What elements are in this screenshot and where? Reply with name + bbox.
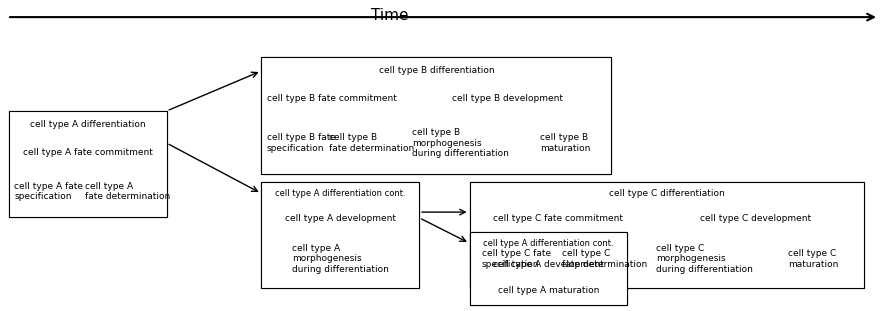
Text: cell type C
maturation: cell type C maturation: [788, 249, 838, 269]
FancyBboxPatch shape: [403, 85, 611, 112]
Text: cell type B development: cell type B development: [452, 94, 563, 103]
Text: cell type C
morphogenesis
during differentiation: cell type C morphogenesis during differe…: [656, 244, 753, 274]
FancyBboxPatch shape: [470, 276, 627, 305]
FancyBboxPatch shape: [9, 166, 89, 217]
FancyBboxPatch shape: [261, 182, 419, 206]
FancyBboxPatch shape: [470, 182, 864, 288]
Text: cell type B fate
specification: cell type B fate specification: [267, 133, 336, 153]
FancyBboxPatch shape: [470, 230, 563, 288]
Text: cell type A maturation: cell type A maturation: [498, 286, 599, 295]
FancyBboxPatch shape: [261, 112, 341, 174]
Text: cell type C differentiation: cell type C differentiation: [609, 189, 725, 198]
FancyBboxPatch shape: [762, 230, 864, 288]
Text: cell type B
fate determination: cell type B fate determination: [330, 133, 415, 153]
Text: cell type A
fate determination: cell type A fate determination: [85, 182, 170, 201]
Text: cell type C fate
specification: cell type C fate specification: [481, 249, 551, 269]
Text: cell type A development: cell type A development: [493, 261, 604, 269]
FancyBboxPatch shape: [261, 85, 403, 112]
FancyBboxPatch shape: [403, 112, 518, 174]
Text: cell type B
maturation: cell type B maturation: [540, 133, 590, 153]
FancyBboxPatch shape: [261, 57, 611, 85]
FancyBboxPatch shape: [470, 232, 627, 254]
FancyBboxPatch shape: [470, 206, 647, 230]
FancyBboxPatch shape: [470, 182, 864, 206]
Text: cell type B fate commitment: cell type B fate commitment: [268, 94, 397, 103]
Text: Time: Time: [371, 8, 408, 23]
FancyBboxPatch shape: [647, 206, 864, 230]
Text: cell type C
fate determination: cell type C fate determination: [562, 249, 648, 269]
FancyBboxPatch shape: [563, 230, 647, 288]
FancyBboxPatch shape: [9, 138, 167, 166]
Text: cell type A fate
specification: cell type A fate specification: [14, 182, 83, 201]
Text: cell type B
morphogenesis
during differentiation: cell type B morphogenesis during differe…: [412, 128, 509, 158]
FancyBboxPatch shape: [89, 166, 167, 217]
Text: cell type B differentiation: cell type B differentiation: [378, 67, 494, 75]
FancyBboxPatch shape: [470, 232, 627, 305]
Text: cell type A differentiation: cell type A differentiation: [30, 120, 145, 129]
Text: cell type A development: cell type A development: [284, 214, 396, 222]
Text: cell type C fate commitment: cell type C fate commitment: [494, 214, 623, 222]
FancyBboxPatch shape: [261, 206, 419, 230]
FancyBboxPatch shape: [9, 111, 167, 217]
FancyBboxPatch shape: [261, 57, 611, 174]
Text: cell type C development: cell type C development: [700, 214, 811, 222]
FancyBboxPatch shape: [518, 112, 611, 174]
Text: cell type A
morphogenesis
during differentiation: cell type A morphogenesis during differe…: [291, 244, 389, 274]
FancyBboxPatch shape: [9, 111, 167, 138]
Text: cell type A differentiation cont.: cell type A differentiation cont.: [483, 239, 614, 248]
Text: cell type A differentiation cont.: cell type A differentiation cont.: [275, 189, 406, 198]
FancyBboxPatch shape: [341, 112, 403, 174]
FancyBboxPatch shape: [470, 254, 627, 276]
FancyBboxPatch shape: [647, 230, 762, 288]
FancyBboxPatch shape: [261, 230, 419, 288]
Text: cell type A fate commitment: cell type A fate commitment: [23, 148, 152, 156]
FancyBboxPatch shape: [261, 182, 419, 288]
